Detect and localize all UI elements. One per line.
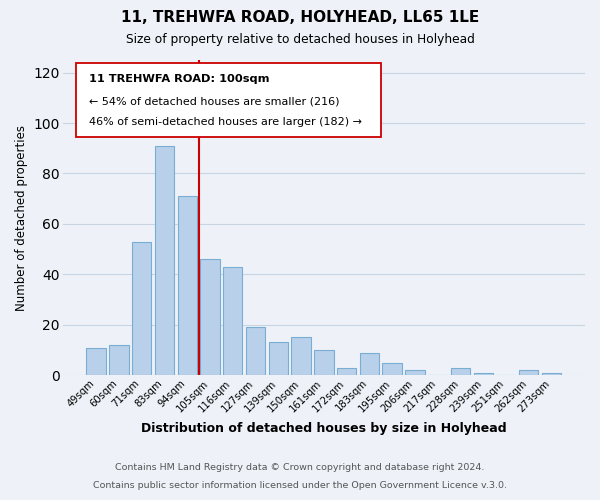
Bar bbox=[519, 370, 538, 376]
Bar bbox=[86, 348, 106, 376]
Text: 11 TREHWFA ROAD: 100sqm: 11 TREHWFA ROAD: 100sqm bbox=[89, 74, 269, 84]
Bar bbox=[132, 242, 151, 376]
X-axis label: Distribution of detached houses by size in Holyhead: Distribution of detached houses by size … bbox=[141, 422, 506, 435]
Bar bbox=[382, 362, 402, 376]
Text: Contains HM Land Registry data © Crown copyright and database right 2024.: Contains HM Land Registry data © Crown c… bbox=[115, 464, 485, 472]
Bar bbox=[246, 328, 265, 376]
Bar bbox=[292, 338, 311, 376]
Text: ← 54% of detached houses are smaller (216): ← 54% of detached houses are smaller (21… bbox=[89, 96, 340, 106]
Bar bbox=[178, 196, 197, 376]
Bar bbox=[155, 146, 174, 376]
Text: 46% of semi-detached houses are larger (182) →: 46% of semi-detached houses are larger (… bbox=[89, 118, 362, 128]
Bar bbox=[109, 345, 128, 376]
Bar bbox=[405, 370, 425, 376]
Bar bbox=[360, 352, 379, 376]
Bar bbox=[200, 259, 220, 376]
Text: Size of property relative to detached houses in Holyhead: Size of property relative to detached ho… bbox=[125, 32, 475, 46]
Y-axis label: Number of detached properties: Number of detached properties bbox=[15, 124, 28, 310]
Bar bbox=[269, 342, 288, 376]
Bar bbox=[314, 350, 334, 376]
Bar bbox=[337, 368, 356, 376]
Bar bbox=[451, 368, 470, 376]
Text: 11, TREHWFA ROAD, HOLYHEAD, LL65 1LE: 11, TREHWFA ROAD, HOLYHEAD, LL65 1LE bbox=[121, 10, 479, 25]
Bar bbox=[542, 372, 561, 376]
Bar bbox=[473, 372, 493, 376]
Text: Contains public sector information licensed under the Open Government Licence v.: Contains public sector information licen… bbox=[93, 481, 507, 490]
Bar bbox=[223, 267, 242, 376]
FancyBboxPatch shape bbox=[76, 63, 382, 137]
